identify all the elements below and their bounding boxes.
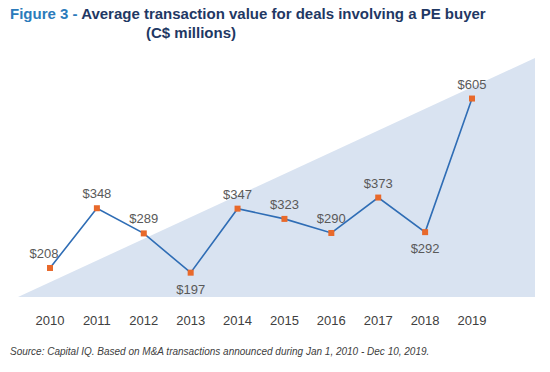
- data-label: $347: [223, 187, 252, 202]
- x-tick-label: 2014: [223, 313, 252, 328]
- data-label: $373: [364, 176, 393, 191]
- data-label: $323: [270, 197, 299, 212]
- title: Figure 3 - Average transaction value for…: [10, 5, 486, 41]
- marker: [328, 230, 334, 236]
- marker: [235, 206, 241, 212]
- x-tick-label: 2012: [129, 313, 158, 328]
- plot-area: [47, 96, 475, 276]
- marker: [141, 230, 147, 236]
- x-tick-label: 2018: [411, 313, 440, 328]
- marker: [188, 270, 194, 276]
- marker: [422, 229, 428, 235]
- x-tick-label: 2017: [364, 313, 393, 328]
- marker: [281, 216, 287, 222]
- x-tick-label: 2013: [176, 313, 205, 328]
- data-label: $290: [317, 211, 346, 226]
- data-label: $292: [411, 241, 440, 256]
- x-tick-label: 2010: [36, 313, 65, 328]
- source-note: Source: Capital IQ. Based on M&A transac…: [10, 346, 429, 357]
- chart-container: Figure 3 - Average transaction value for…: [0, 0, 550, 372]
- marker: [47, 265, 53, 271]
- marker: [94, 205, 100, 211]
- x-tick-label: 2019: [458, 313, 487, 328]
- data-label: $208: [30, 246, 59, 261]
- data-label: $348: [82, 186, 111, 201]
- x-tick-label: 2016: [317, 313, 346, 328]
- line: [50, 99, 472, 273]
- x-tick-label: 2015: [270, 313, 299, 328]
- background-area: [18, 58, 535, 297]
- marker: [375, 195, 381, 201]
- x-tick-label: 2011: [83, 313, 111, 328]
- chart-svg: Figure 3 - Average transaction value for…: [0, 0, 550, 372]
- data-label: $605: [458, 77, 487, 92]
- marker: [469, 96, 475, 102]
- data-label: $197: [176, 282, 205, 297]
- data-label: $289: [129, 211, 158, 226]
